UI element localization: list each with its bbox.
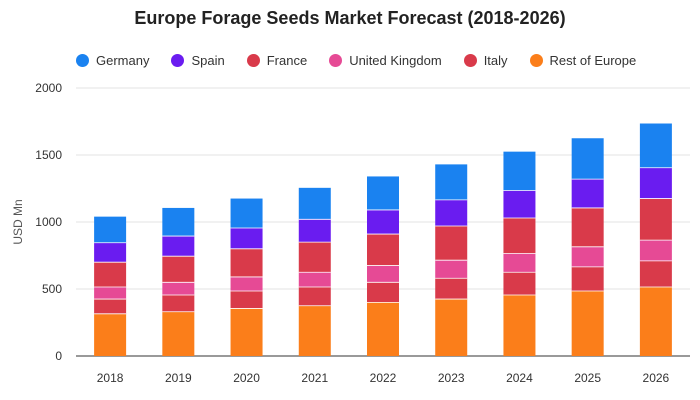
- bar-segment-spain-2018: [94, 242, 127, 263]
- legend-item-germany[interactable]: Germany: [76, 53, 149, 68]
- x-tick-label-2021: 2021: [301, 371, 328, 385]
- y-tick-label-0: 0: [55, 349, 62, 363]
- bar-segment-united-kingdom-2019: [162, 282, 195, 296]
- bar-segment-united-kingdom-2021: [298, 272, 331, 287]
- bar-segment-italy-2025: [571, 266, 604, 292]
- bar-segment-united-kingdom-2024: [503, 253, 536, 273]
- bar-segment-france-2020: [230, 248, 263, 277]
- y-tick-label-2000: 2000: [35, 81, 62, 95]
- bar-segment-rest-of-europe-2024: [503, 295, 536, 356]
- bar-segment-france-2023: [435, 226, 468, 261]
- legend-label-italy: Italy: [483, 53, 508, 68]
- chart-legend: Germany Spain France United Kingdom Ital…: [76, 53, 658, 68]
- bar-segment-rest-of-europe-2022: [367, 302, 399, 356]
- bar-segment-germany-2021: [298, 187, 331, 220]
- bar-segment-france-2024: [503, 217, 536, 254]
- bar-segment-france-2018: [94, 262, 127, 287]
- bar-segment-germany-2026: [639, 123, 672, 168]
- legend-item-france[interactable]: France: [246, 53, 308, 68]
- legend-item-spain[interactable]: Spain: [171, 53, 225, 68]
- bar-segment-rest-of-europe-2021: [298, 305, 331, 356]
- bar-segment-spain-2025: [571, 179, 604, 208]
- legend-swatch-france: [246, 54, 260, 67]
- bar-segment-united-kingdom-2018: [94, 286, 127, 300]
- y-tick-label-1500: 1500: [35, 148, 62, 162]
- y-tick-label-1000: 1000: [35, 215, 62, 229]
- legend-label-united-kingdom: United Kingdom: [349, 53, 442, 68]
- legend-swatch-germany: [76, 54, 89, 67]
- bar-segment-italy-2026: [639, 260, 672, 287]
- bar-segment-germany-2018: [94, 216, 127, 243]
- bar-segment-spain-2024: [503, 190, 536, 218]
- bar-segment-france-2026: [639, 198, 672, 241]
- bar-segment-rest-of-europe-2019: [162, 311, 195, 356]
- bar-segment-france-2021: [298, 242, 331, 273]
- bar-segment-germany-2023: [435, 164, 468, 200]
- bar-segment-united-kingdom-2023: [435, 260, 468, 279]
- x-tick-label-2020: 2020: [233, 371, 260, 385]
- legend-swatch-spain: [171, 54, 185, 67]
- legend-label-germany: Germany: [96, 53, 150, 68]
- bar-segment-rest-of-europe-2025: [571, 291, 604, 356]
- bar-segment-spain-2020: [230, 228, 263, 249]
- bar-segment-rest-of-europe-2018: [94, 313, 127, 356]
- x-tick-label-2018: 2018: [97, 371, 124, 385]
- bar-segment-united-kingdom-2020: [230, 276, 263, 292]
- x-tick-label-2022: 2022: [370, 371, 397, 385]
- x-tick-label-2026: 2026: [643, 371, 670, 385]
- bar-segment-italy-2023: [435, 278, 468, 300]
- bar-segment-france-2025: [571, 207, 604, 247]
- bar-segment-italy-2018: [94, 299, 127, 314]
- bar-segment-italy-2021: [298, 286, 331, 306]
- chart-title: Europe Forage Seeds Market Forecast (201…: [134, 8, 566, 28]
- bar-segment-germany-2024: [503, 151, 536, 191]
- bar-segment-germany-2019: [162, 207, 195, 237]
- bar-segment-rest-of-europe-2026: [639, 286, 672, 356]
- bar-segment-germany-2022: [367, 176, 399, 210]
- bar-segment-france-2022: [367, 234, 399, 266]
- bar-segment-spain-2026: [639, 167, 672, 199]
- bar-segment-rest-of-europe-2020: [230, 308, 263, 356]
- bar-segment-italy-2019: [162, 295, 195, 312]
- bar-segment-france-2019: [162, 256, 195, 283]
- legend-label-france: France: [266, 53, 308, 68]
- x-tick-label-2025: 2025: [574, 371, 601, 385]
- bar-segment-italy-2020: [230, 291, 263, 309]
- legend-swatch-italy: [463, 54, 477, 67]
- y-axis-label: USD Mn: [11, 199, 25, 244]
- bar-segment-italy-2022: [367, 282, 399, 303]
- x-tick-label-2023: 2023: [438, 371, 465, 385]
- bar-segment-spain-2023: [435, 199, 468, 227]
- legend-label-rest-of-europe: Rest of Europe: [549, 53, 637, 68]
- legend-item-italy[interactable]: Italy: [463, 53, 508, 68]
- bar-segment-united-kingdom-2022: [367, 265, 399, 283]
- bar-segment-germany-2025: [571, 138, 604, 180]
- bar-segment-spain-2022: [367, 209, 399, 235]
- legend-item-rest-of-europe[interactable]: Rest of Europe: [529, 53, 637, 68]
- x-tick-label-2019: 2019: [165, 371, 192, 385]
- bar-segment-italy-2024: [503, 272, 536, 296]
- legend-swatch-rest-of-europe: [529, 54, 543, 67]
- bar-segment-spain-2019: [162, 236, 195, 257]
- bar-segment-spain-2021: [298, 219, 331, 243]
- bar-segment-rest-of-europe-2023: [435, 299, 468, 356]
- bar-segment-united-kingdom-2025: [571, 246, 604, 267]
- x-tick-label-2024: 2024: [506, 371, 533, 385]
- bar-segment-united-kingdom-2026: [639, 240, 672, 261]
- legend-item-united-kingdom[interactable]: United Kingdom: [329, 53, 442, 68]
- legend-label-spain: Spain: [191, 53, 225, 68]
- bar-segment-germany-2020: [230, 198, 263, 229]
- legend-swatch-united-kingdom: [329, 54, 343, 67]
- y-tick-label-500: 500: [42, 282, 62, 296]
